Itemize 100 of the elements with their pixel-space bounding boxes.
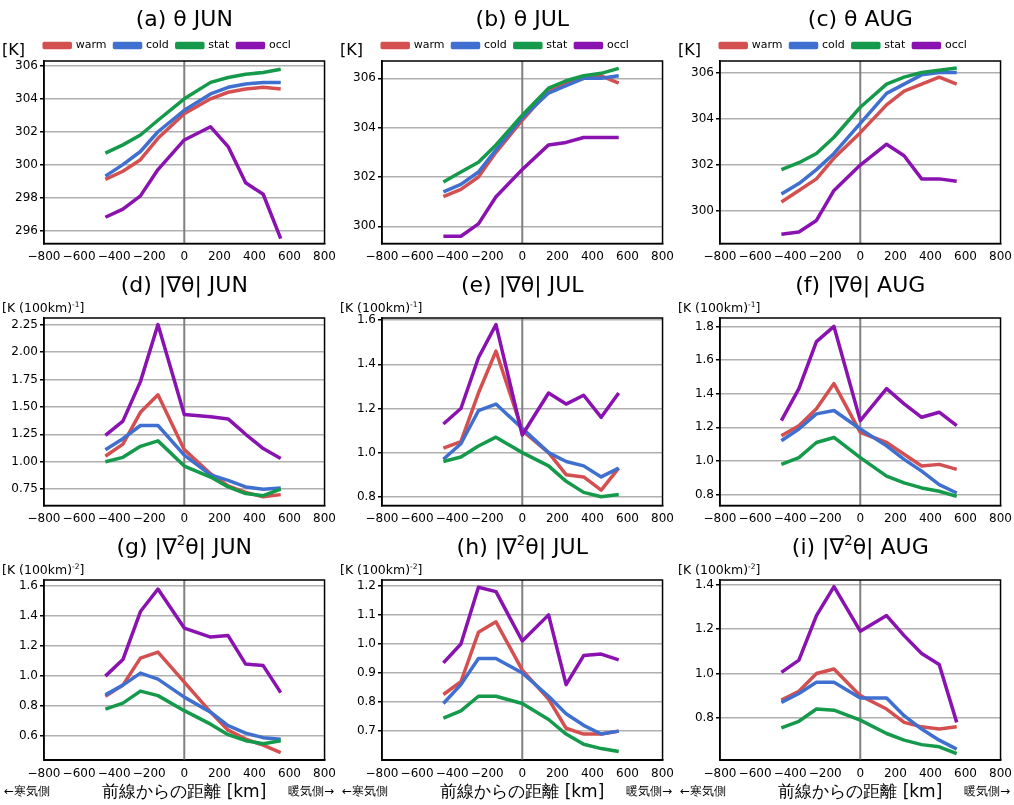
y-tick-label: 0.9 (356, 665, 376, 680)
x-tick-label: 600 (954, 510, 977, 525)
y-tick-label: 2.00 (11, 344, 38, 359)
y-tick-label: 0.7 (356, 723, 376, 738)
y-tick-label: 0.75 (11, 481, 38, 496)
legend-label: occl (606, 38, 629, 52)
x-tick-label: 600 (616, 248, 639, 263)
x-axis-title: 前線からの距離 [km] (102, 781, 267, 802)
y-tick-label: 1.50 (11, 398, 38, 413)
x-tick-label: −400 (97, 248, 131, 263)
text: 暖気側→ (625, 784, 672, 798)
x-tick-label: −200 (808, 765, 842, 780)
x-tick-label: 200 (883, 765, 907, 780)
x-tick-label: 200 (207, 510, 231, 525)
text: ←寒気側 (680, 784, 727, 798)
x-tick-label: −800 (27, 248, 61, 263)
legend-label: stat (208, 38, 231, 52)
x-tick-label: 600 (954, 248, 977, 263)
x-tick-label: 800 (313, 510, 336, 525)
y-tick-label: 304 (15, 90, 38, 105)
x-tick-label: 0 (856, 510, 865, 525)
legend-label: occl (944, 38, 967, 52)
x-tick-label: −800 (27, 510, 61, 525)
x-tick-label: 800 (651, 765, 674, 780)
x-tick-label: 800 (651, 248, 674, 263)
y-axis-title: [K] (678, 40, 701, 59)
legend-label: occl (268, 38, 291, 52)
x-tick-label: 400 (918, 765, 942, 780)
x-tick-label: −600 (738, 765, 772, 780)
x-tick-label: −200 (132, 510, 166, 525)
y-tick-label: 1.4 (694, 576, 714, 591)
chart-title: (e) |∇θ| JUL (461, 272, 585, 298)
chart-title: (c) θ AUG (807, 6, 913, 31)
x-tick-label: 600 (616, 510, 639, 525)
x-tick-label: 0 (180, 248, 189, 263)
y-tick-label: 1.6 (356, 312, 376, 327)
x-tick-label: 200 (207, 248, 231, 263)
y-tick-label: 1.1 (356, 607, 376, 621)
x-tick-label: −400 (435, 248, 469, 263)
x-tick-label: −600 (738, 510, 772, 525)
x-tick-label: 600 (616, 765, 639, 780)
y-tick-label: 298 (15, 189, 38, 204)
x-tick-label: −400 (773, 510, 807, 525)
y-tick-label: 302 (353, 169, 376, 184)
x-tick-label: 800 (989, 765, 1012, 780)
x-tick-label: 200 (545, 248, 569, 263)
x-tick-label: 400 (580, 248, 604, 263)
x-tick-label: 800 (989, 248, 1012, 263)
y-tick-label: 1.4 (18, 608, 38, 623)
text: ←寒気側 (342, 784, 389, 798)
x-tick-label: 200 (207, 765, 231, 780)
x-tick-label: 0 (518, 248, 527, 263)
y-tick-label: 306 (691, 64, 714, 79)
y-tick-label: 300 (353, 218, 376, 233)
y-tick-label: 302 (691, 157, 714, 172)
x-tick-label: 400 (242, 248, 266, 263)
y-tick-label: 0.8 (694, 710, 714, 725)
x-tick-label: 400 (580, 765, 604, 780)
legend-label: warm (75, 38, 107, 52)
x-tick-label: 400 (242, 510, 266, 525)
x-tick-label: −200 (808, 248, 842, 263)
y-tick-label: 304 (691, 110, 714, 125)
y-tick-label: 1.25 (11, 426, 38, 441)
x-tick-label: −800 (365, 765, 399, 780)
x-tick-label: 200 (545, 510, 569, 525)
legend-label: cold (483, 38, 507, 52)
x-tick-label: −600 (62, 510, 96, 525)
x-tick-label: −400 (97, 765, 131, 780)
y-tick-label: 1.6 (18, 578, 38, 593)
x-axis-title: 前線からの距離 [km] (440, 781, 605, 802)
x-tick-label: −800 (27, 765, 61, 780)
text: 暖気側→ (287, 784, 334, 798)
x-tick-label: 0 (180, 765, 189, 780)
chart-title: (b) θ JUL (475, 6, 570, 31)
x-tick-label: 400 (580, 510, 604, 525)
y-tick-label: 306 (15, 58, 38, 73)
legend-label: stat (546, 38, 569, 52)
x-tick-label: 200 (545, 765, 569, 780)
x-tick-label: −600 (400, 248, 434, 263)
x-tick-label: 800 (313, 248, 336, 263)
x-tick-label: −600 (400, 765, 434, 780)
y-tick-label: 296 (15, 222, 38, 237)
x-tick-label: 400 (242, 765, 266, 780)
y-tick-label: 1.0 (694, 453, 714, 468)
legend-label: warm (413, 38, 445, 52)
x-tick-label: −800 (365, 248, 399, 263)
y-tick-label: 1.0 (356, 636, 376, 651)
legend-label: cold (821, 38, 845, 52)
y-tick-label: 1.0 (356, 444, 376, 459)
y-tick-label: 1.0 (694, 665, 714, 680)
x-tick-label: 600 (278, 765, 301, 780)
y-tick-label: 304 (353, 119, 376, 134)
x-tick-label: 200 (883, 248, 907, 263)
x-tick-label: 800 (989, 510, 1012, 525)
y-tick-label: 1.2 (356, 577, 376, 592)
x-tick-label: 0 (856, 248, 865, 263)
y-tick-label: 1.8 (694, 318, 714, 333)
y-tick-label: 0.6 (18, 728, 38, 743)
y-tick-label: 0.8 (356, 488, 376, 503)
x-tick-label: −600 (738, 248, 772, 263)
